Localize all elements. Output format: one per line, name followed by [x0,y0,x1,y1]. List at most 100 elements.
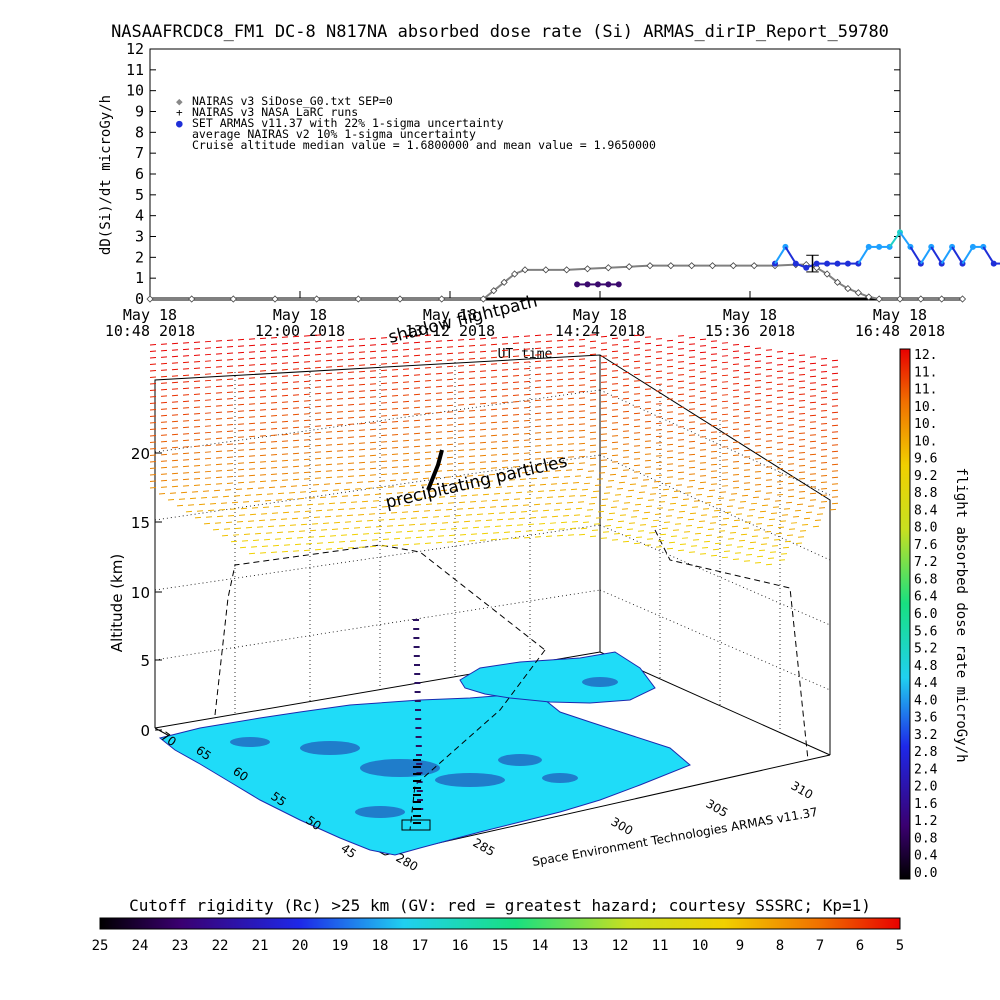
dose-field-mark [523,380,531,383]
dose-field-mark [391,433,399,436]
dose-field-mark [468,338,476,341]
dose-field-mark [160,421,168,423]
dose-field-mark [545,451,553,453]
dose-field-mark [585,476,593,479]
dose-field-mark [755,523,763,525]
dose-field-mark [479,350,487,353]
dose-field-mark [171,368,179,371]
dose-field-mark [831,418,839,420]
ts-point-nairas [500,278,508,286]
dose-field-mark [358,338,366,340]
legend-entry-text: NAIRAS v3 NASA LaRC runs [192,105,358,119]
dose-field-mark [666,359,674,361]
dose-field-mark [358,357,366,360]
dose-field-mark [754,490,762,492]
dose-field-mark [589,399,597,401]
dose-field-mark [575,507,583,510]
ts-point-nairas [750,262,758,270]
dose-field-mark [750,502,758,505]
dose-field-mark [776,409,784,411]
dose-field-mark [344,521,352,523]
dose-field-mark [149,409,157,411]
dose-field-mark [182,465,190,468]
dose-field-mark [501,434,509,436]
dose-field-mark [743,456,751,458]
dose-field-mark [820,474,828,477]
dose-field-mark [446,359,454,361]
dose-field-mark [479,435,487,437]
dose-field-mark [814,519,822,522]
dose-field-mark [633,432,641,434]
dose-field-mark [664,482,672,485]
dose-field-mark [259,376,267,379]
dose-field-mark [402,465,410,468]
dose-field-mark [699,345,707,347]
dose-field-mark [798,477,806,480]
dose-field-mark [413,452,421,454]
ts-ytick-label: 3 [135,228,144,246]
dose-field-mark [776,376,784,379]
dose-field-mark [270,343,278,345]
dose-field-mark [274,538,282,540]
dose-field-mark [171,401,179,403]
dose-field-mark [787,437,795,439]
dose-field-mark [149,344,157,346]
dose-field-mark [765,375,773,377]
dose-field-mark [488,473,496,476]
dose-field-mark [226,378,234,381]
dose-field-mark [762,537,770,539]
dose-field-mark [721,433,729,435]
dose-field-mark [512,342,520,344]
dose-field-mark [820,403,828,405]
dose-field-mark [710,444,718,446]
dose-field-mark [709,522,717,524]
dose-field-mark [402,355,410,357]
dose-field-mark [325,398,333,401]
dose-field-mark [224,489,232,491]
dose-field-mark [622,456,630,458]
dose-field-mark [237,462,245,464]
dose-field-mark [347,469,355,471]
dose-field-mark [438,496,446,498]
dose-field-mark [556,385,564,387]
dose-field-mark [578,455,586,458]
dose-field-mark [171,459,179,462]
dose-field-mark [556,391,564,394]
dose-field-mark [787,456,795,459]
dose-field-mark [765,401,773,403]
dose-field-mark [336,424,344,426]
dose-field-mark [369,402,377,405]
dose-field-mark [215,366,223,368]
dose-field-mark [534,334,542,337]
dose-field-mark [325,548,333,550]
dose-field-mark [589,366,597,369]
dose-field-mark [501,440,509,443]
dose-field-mark [281,407,289,410]
dose-field-mark [358,351,366,353]
dose-field-mark [567,384,575,387]
dose-field-mark [679,543,687,545]
dose-field-mark [710,450,718,453]
dose-field-mark [347,410,355,413]
dose-field-mark [622,391,630,393]
dose-colorbar-tick-label: 1.2 [914,814,937,829]
dose-field-mark [589,386,597,388]
dose-field-mark [336,398,344,400]
dose-field-mark [590,496,598,499]
dose-field-mark [237,468,245,471]
dose-field-mark [721,361,729,364]
dose-field-mark [290,485,298,487]
dose-field-mark [501,466,509,469]
dose-field-mark [517,485,525,487]
dose-field-mark [787,489,795,491]
dose-field-mark [270,453,278,456]
dose-field-mark [407,491,415,494]
dose-field-mark [336,352,344,355]
dose-field-mark [490,389,498,391]
dose-field-mark [529,516,537,519]
dose-field-mark [485,519,493,522]
dose-field-mark [611,454,619,457]
dose-field-mark [544,503,552,505]
dose-field-mark [797,536,805,538]
dose-field-mark [303,406,311,409]
